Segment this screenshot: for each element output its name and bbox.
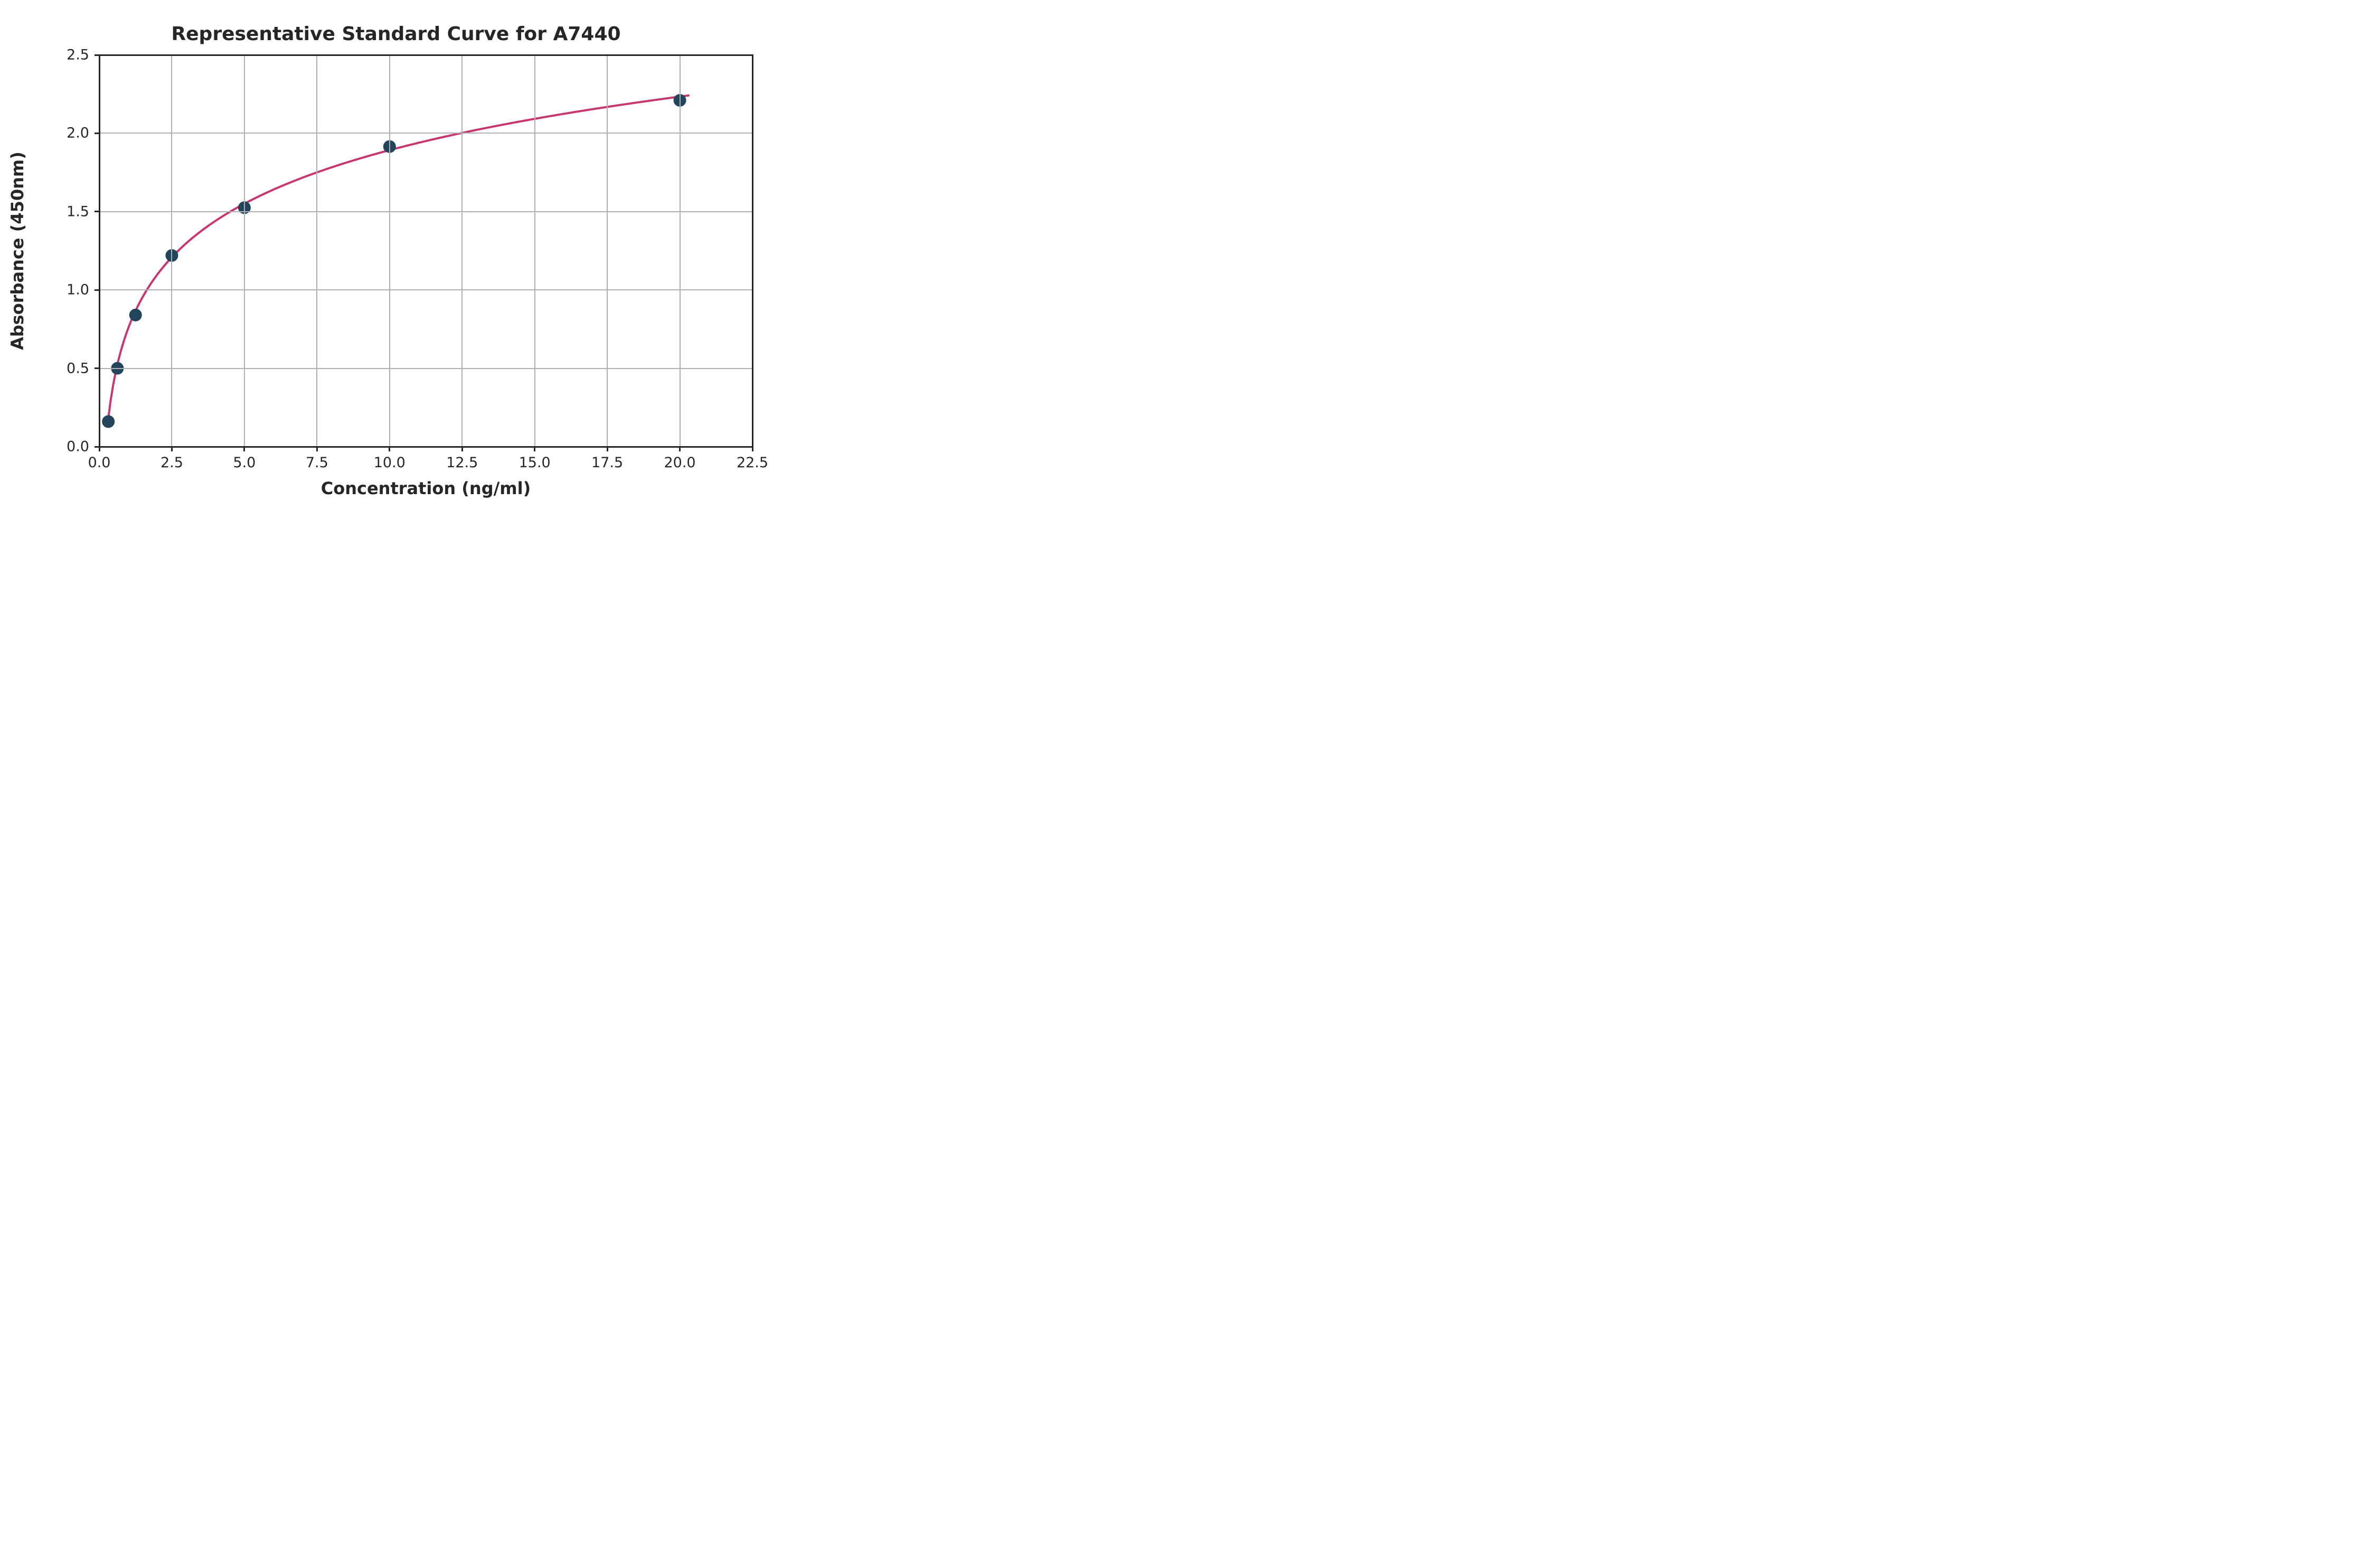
xtick-mark [171,447,173,451]
spine-top [99,54,753,56]
chart-plot-svg [99,55,752,447]
xtick-mark [461,447,463,451]
y-axis-label: Absorbance (450nm) [7,152,27,350]
gridline-horizontal [99,211,752,212]
spine-left [99,54,100,448]
gridline-horizontal [99,133,752,134]
ytick-label: 1.0 [67,282,89,298]
gridline-vertical [607,55,608,447]
ytick-mark [95,367,99,369]
fit-curve [108,96,689,421]
chart-axes [99,55,752,447]
xtick-mark [316,447,318,451]
gridline-vertical [171,55,172,447]
ytick-label: 1.5 [67,203,89,220]
ytick-label: 0.0 [67,439,89,455]
figure: Representative Standard Curve for A7440 … [0,0,792,523]
xtick-label: 22.5 [737,455,768,471]
gridline-vertical [680,55,681,447]
gridline-vertical [534,55,535,447]
xtick-mark [243,447,245,451]
xtick-mark [752,447,753,451]
gridline-vertical [461,55,463,447]
gridline-vertical [389,55,390,447]
xtick-label: 12.5 [446,455,478,471]
ytick-mark [95,54,99,56]
gridline-vertical [316,55,317,447]
xtick-mark [607,447,608,451]
xtick-label: 5.0 [233,455,256,471]
xtick-label: 0.0 [88,455,111,471]
xtick-label: 15.0 [519,455,551,471]
data-point [129,309,142,322]
xtick-mark [534,447,535,451]
xtick-label: 10.0 [374,455,406,471]
ytick-mark [95,211,99,212]
ytick-mark [95,446,99,448]
xtick-label: 20.0 [664,455,695,471]
chart-title: Representative Standard Curve for A7440 [0,23,792,45]
gridline-horizontal [99,368,752,369]
ytick-label: 0.5 [67,360,89,376]
data-point [102,415,115,428]
gridline-horizontal [99,289,752,290]
spine-right [752,54,753,448]
ytick-mark [95,289,99,291]
xtick-mark [679,447,681,451]
gridline-vertical [244,55,245,447]
ytick-label: 2.5 [67,47,89,63]
ytick-label: 2.0 [67,125,89,141]
xtick-mark [389,447,390,451]
xtick-label: 7.5 [306,455,328,471]
spine-bottom [99,446,753,448]
xtick-label: 17.5 [591,455,623,471]
x-axis-label: Concentration (ng/ml) [321,478,531,498]
xtick-label: 2.5 [161,455,183,471]
ytick-mark [95,133,99,134]
